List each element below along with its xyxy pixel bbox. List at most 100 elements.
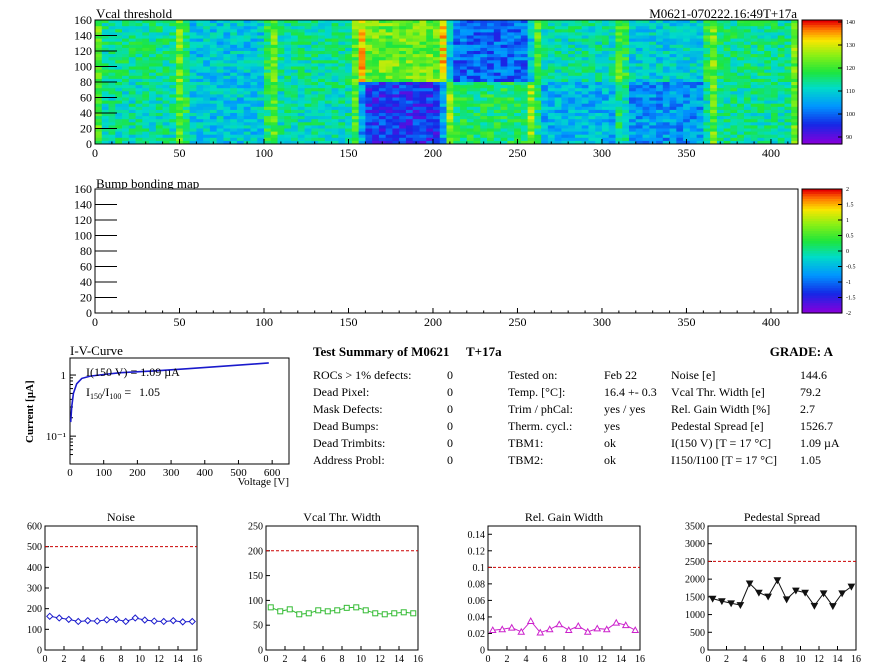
heatmap-cell bbox=[236, 137, 245, 142]
heatmap-cell bbox=[656, 85, 664, 89]
heatmap-cell bbox=[514, 60, 522, 64]
heatmap-cell bbox=[189, 32, 197, 36]
heatmap-cell bbox=[460, 63, 468, 67]
heatmap-cell bbox=[635, 91, 643, 95]
heatmap-cell bbox=[453, 82, 461, 86]
data-point bbox=[93, 617, 101, 625]
heatmap-cell bbox=[507, 66, 515, 70]
palette-band bbox=[802, 104, 842, 108]
heatmap-cell bbox=[405, 72, 414, 77]
heatmap-cell bbox=[622, 109, 630, 114]
heatmap-cell bbox=[669, 134, 677, 139]
heatmap-cell bbox=[304, 32, 312, 36]
heatmap-cell bbox=[514, 44, 522, 49]
heatmap-cell bbox=[209, 26, 218, 30]
palette-band bbox=[802, 52, 842, 56]
heatmap-cell bbox=[297, 137, 305, 142]
heatmap-cell bbox=[777, 94, 785, 98]
heatmap-cell bbox=[568, 35, 576, 39]
heatmap-cell bbox=[365, 29, 373, 33]
heatmap-cell bbox=[460, 94, 468, 98]
heatmap-cell bbox=[453, 128, 461, 132]
heatmap-cell bbox=[527, 140, 535, 145]
heatmap-cell bbox=[757, 125, 765, 129]
palette-band bbox=[802, 221, 842, 225]
heatmap-cell bbox=[324, 72, 332, 77]
heatmap-cell bbox=[473, 72, 481, 77]
heatmap-cell bbox=[426, 78, 434, 83]
heatmap-cell bbox=[331, 47, 339, 52]
heatmap-cell bbox=[311, 82, 319, 86]
heatmap-cell bbox=[764, 60, 772, 64]
heatmap-cell bbox=[561, 113, 569, 117]
heatmap-cell bbox=[676, 103, 684, 108]
heatmap-cell bbox=[426, 106, 434, 111]
heatmap-cell bbox=[250, 41, 258, 46]
heatmap-cell bbox=[507, 29, 515, 33]
heatmap-cell bbox=[757, 134, 765, 139]
heatmap-cell bbox=[730, 66, 738, 70]
heatmap-cell bbox=[480, 116, 488, 120]
heatmap-cell bbox=[311, 131, 319, 136]
heatmap-cell bbox=[169, 109, 177, 114]
heatmap-cell bbox=[223, 119, 231, 123]
heatmap-cell bbox=[487, 66, 495, 70]
palette-band bbox=[802, 268, 842, 272]
palette-band bbox=[802, 47, 842, 51]
heatmap-cell bbox=[777, 54, 785, 58]
heatmap-cell bbox=[493, 140, 501, 145]
palette-band bbox=[802, 139, 842, 143]
heatmap-cell bbox=[635, 38, 643, 43]
data-point bbox=[564, 626, 573, 634]
data-point bbox=[612, 618, 621, 626]
heatmap-cell bbox=[176, 106, 184, 111]
heatmap-cell bbox=[331, 97, 339, 101]
heatmap-cell bbox=[791, 29, 799, 33]
data-point bbox=[488, 626, 497, 634]
x-tick-label: 0 bbox=[486, 654, 491, 665]
heatmap-cell bbox=[764, 140, 772, 145]
heatmap-cell bbox=[608, 51, 616, 55]
heatmap-cell bbox=[149, 131, 157, 136]
heatmap-cell bbox=[216, 97, 224, 101]
heatmap-cell bbox=[520, 66, 529, 70]
heatmap-cell bbox=[351, 69, 360, 74]
heatmap-cell bbox=[101, 113, 109, 117]
heatmap-cell bbox=[399, 82, 407, 86]
heatmap-cell bbox=[297, 100, 305, 105]
heatmap-cell bbox=[439, 119, 447, 123]
heatmap-cell bbox=[338, 60, 346, 64]
heatmap-cell bbox=[514, 97, 522, 101]
heatmap-cell bbox=[480, 35, 488, 39]
heatmap-cell bbox=[568, 44, 576, 49]
heatmap-cell bbox=[209, 38, 218, 43]
heatmap-cell bbox=[405, 63, 414, 67]
heatmap-cell bbox=[405, 47, 414, 52]
summary-value: yes bbox=[604, 419, 620, 433]
heatmap-cell bbox=[324, 134, 332, 139]
heatmap-cell bbox=[135, 26, 143, 30]
heatmap-cell bbox=[541, 75, 549, 80]
palette-band bbox=[802, 141, 842, 145]
heatmap-cell bbox=[784, 106, 792, 111]
heatmap-cell bbox=[95, 54, 103, 58]
heatmap-cell bbox=[642, 60, 650, 64]
heatmap-cell bbox=[358, 72, 366, 77]
heatmap-cell bbox=[608, 75, 616, 80]
heatmap-cell bbox=[351, 38, 360, 43]
heatmap-cell bbox=[419, 32, 427, 36]
heatmap-cell bbox=[122, 82, 130, 86]
heatmap-cell bbox=[270, 63, 278, 67]
heatmap-cell bbox=[649, 103, 657, 108]
heatmap-cell bbox=[412, 91, 420, 95]
y-tick-label: 600 bbox=[27, 522, 42, 533]
heatmap-cell bbox=[399, 51, 407, 55]
heatmap-cell bbox=[649, 29, 657, 33]
heatmap-cell bbox=[358, 47, 366, 52]
heatmap-cell bbox=[629, 119, 637, 123]
heatmap-cell bbox=[541, 85, 549, 89]
x-tick-label: 8 bbox=[119, 654, 124, 665]
heatmap-cell bbox=[182, 75, 191, 80]
heatmap-cell bbox=[209, 54, 218, 58]
heatmap-cell bbox=[561, 66, 569, 70]
